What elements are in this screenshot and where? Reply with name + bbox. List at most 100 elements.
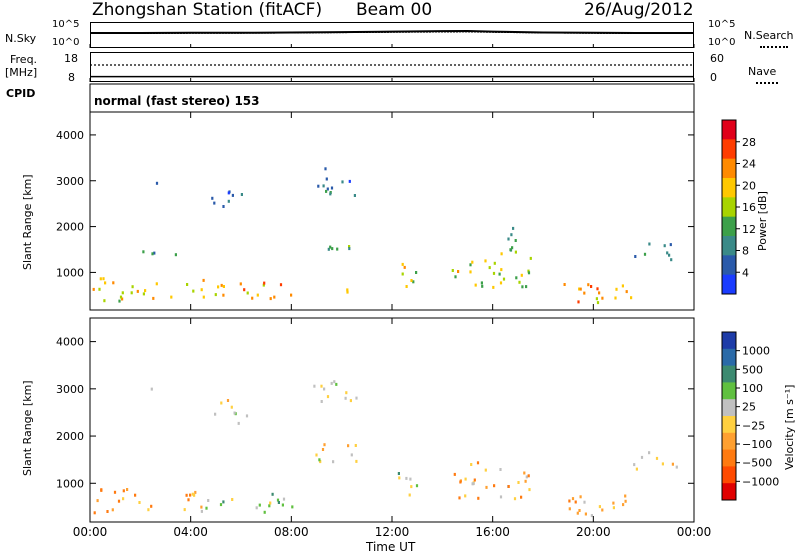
heatmap-cell <box>214 412 217 416</box>
heatmap-cell <box>614 296 617 300</box>
heatmap-cell <box>481 284 484 288</box>
y-tick-label: 4000 <box>56 336 84 349</box>
heatmap-cell <box>527 269 530 273</box>
heatmap-cell <box>578 287 581 291</box>
power-ylabel: Slant Range [km] <box>21 174 34 270</box>
heatmap-cell <box>578 509 581 512</box>
heatmap-cell <box>246 291 249 295</box>
heatmap-cell <box>183 508 186 512</box>
heatmap-cell <box>222 293 225 297</box>
colorbar-tick-label: 500 <box>742 363 763 376</box>
heatmap-cell <box>329 192 332 196</box>
heatmap-cell <box>348 179 351 183</box>
heatmap-cell <box>507 237 510 241</box>
power-colorbar-label: Power [dB] <box>756 191 769 251</box>
colorbar-segment <box>722 255 736 276</box>
heatmap-cell <box>142 250 145 254</box>
heatmap-cell <box>457 270 460 273</box>
heatmap-cell <box>584 512 587 516</box>
heatmap-cell <box>583 291 586 295</box>
heatmap-cell <box>528 488 531 492</box>
heatmap-cell <box>398 476 401 480</box>
heatmap-cell <box>113 490 117 494</box>
heatmap-cell <box>174 253 177 257</box>
heatmap-cell <box>194 490 197 494</box>
heatmap-cell <box>453 472 456 476</box>
heatmap-cell <box>464 477 467 481</box>
heatmap-cell <box>118 299 121 303</box>
nave-label: Nave <box>748 65 777 78</box>
velocity-panel-frame <box>89 317 695 523</box>
heatmap-cell <box>668 253 671 257</box>
heatmap-cell <box>515 276 518 280</box>
heatmap-cell <box>648 451 651 455</box>
heatmap-cell <box>319 460 322 464</box>
heatmap-cell <box>415 271 418 274</box>
heatmap-cell <box>612 506 615 510</box>
heatmap-cell <box>185 493 188 497</box>
heatmap-cell <box>222 500 225 504</box>
heatmap-cell <box>571 497 575 501</box>
heatmap-cell <box>583 500 586 504</box>
heatmap-cell <box>675 465 678 469</box>
heatmap-cell <box>263 510 266 514</box>
heatmap-cell <box>401 272 404 276</box>
heatmap-cell <box>332 460 335 464</box>
freq-left-tick-top: 18 <box>64 52 78 65</box>
heatmap-cell <box>202 278 205 282</box>
heatmap-cell <box>323 443 326 447</box>
heatmap-cell <box>324 167 327 171</box>
heatmap-cell <box>322 184 325 188</box>
heatmap-cell <box>341 180 344 184</box>
colorbar-frame <box>721 331 737 501</box>
velocity-colorbar-label: Velocity [m s⁻¹] <box>783 384 796 470</box>
station-title: Zhongshan Station (fitACF) <box>92 0 323 20</box>
x-tick-label: 00:00 <box>677 525 712 539</box>
heatmap-cell <box>268 504 271 508</box>
colorbar-tick-label: 25 <box>742 401 756 414</box>
heatmap-cell <box>523 471 526 475</box>
heatmap-cell <box>579 495 582 499</box>
x-tick-label: 04:00 <box>173 525 208 539</box>
noise-right-tick-bottom: 10^0 <box>708 37 736 48</box>
cpid-frame <box>89 83 695 113</box>
heatmap-cell <box>217 285 220 289</box>
heatmap-cell <box>330 186 334 190</box>
heatmap-cell <box>329 245 332 249</box>
heatmap-cell <box>279 283 283 287</box>
heatmap-cell <box>601 508 604 512</box>
heatmap-cell <box>635 467 638 471</box>
heatmap-cell <box>193 493 196 497</box>
heatmap-cell <box>397 472 400 475</box>
heatmap-cell <box>130 291 133 295</box>
heatmap-cell <box>231 193 234 197</box>
date-label: 26/Aug/2012 <box>584 0 694 20</box>
heatmap-cell <box>346 290 349 294</box>
heatmap-cell <box>527 271 531 275</box>
heatmap-cell <box>458 496 461 500</box>
heatmap-cell <box>155 181 159 185</box>
heatmap-cell <box>150 504 153 508</box>
heatmap-cell <box>191 492 194 496</box>
x-tick-label: 20:00 <box>576 525 611 539</box>
colorbar-segment <box>722 382 736 400</box>
heatmap-cell <box>601 296 604 300</box>
x-tick-label: 08:00 <box>274 525 309 539</box>
heatmap-cell <box>661 462 664 466</box>
heatmap-cell <box>336 247 339 251</box>
heatmap-cell <box>576 511 579 515</box>
heatmap-cell <box>355 459 358 463</box>
heatmap-cell <box>147 508 150 512</box>
heatmap-cell <box>205 506 208 510</box>
heatmap-cell <box>587 283 590 287</box>
heatmap-cell <box>326 187 329 191</box>
colorbar-segment <box>722 332 736 350</box>
heatmap-cell <box>126 488 129 491</box>
heatmap-cell <box>138 501 141 504</box>
power-panel-frame <box>89 111 695 311</box>
heatmap-cell <box>514 250 517 254</box>
heatmap-cell <box>451 269 454 272</box>
heatmap-cell <box>119 295 123 299</box>
heatmap-cell <box>233 411 236 415</box>
heatmap-cell <box>347 444 350 448</box>
